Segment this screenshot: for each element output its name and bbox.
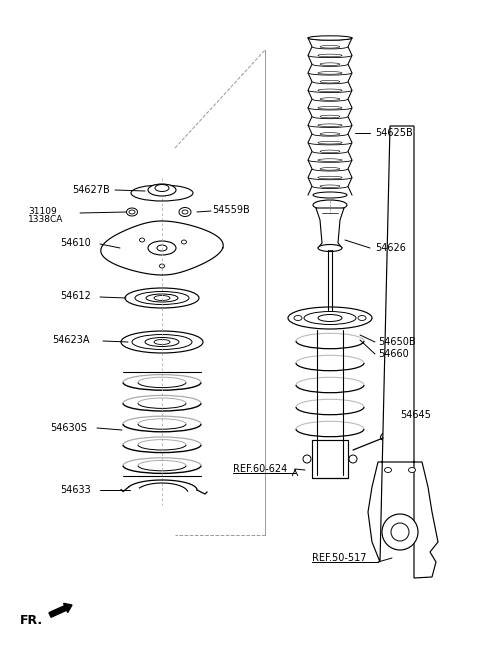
Ellipse shape <box>127 208 137 216</box>
Text: 54559B: 54559B <box>212 205 250 215</box>
Ellipse shape <box>148 241 176 255</box>
Text: REF.50-517: REF.50-517 <box>312 553 367 563</box>
Ellipse shape <box>288 307 372 329</box>
Ellipse shape <box>135 291 189 304</box>
Ellipse shape <box>382 514 418 550</box>
Polygon shape <box>316 208 344 248</box>
Ellipse shape <box>145 337 179 346</box>
Ellipse shape <box>308 36 352 40</box>
Ellipse shape <box>125 288 199 308</box>
Ellipse shape <box>381 430 397 440</box>
Text: 54627B: 54627B <box>72 185 110 195</box>
Ellipse shape <box>181 240 187 244</box>
Ellipse shape <box>159 264 165 268</box>
Ellipse shape <box>313 200 347 210</box>
Ellipse shape <box>408 468 416 472</box>
Text: 54626: 54626 <box>375 243 406 253</box>
Ellipse shape <box>318 245 342 251</box>
Text: 54650B: 54650B <box>378 337 416 347</box>
Ellipse shape <box>140 238 144 242</box>
Text: FR.: FR. <box>20 613 43 626</box>
Ellipse shape <box>391 523 409 541</box>
Ellipse shape <box>358 316 366 321</box>
Text: 54633: 54633 <box>60 485 91 495</box>
Ellipse shape <box>313 192 347 198</box>
Text: 54645: 54645 <box>400 410 431 420</box>
Text: 54623A: 54623A <box>52 335 89 345</box>
Ellipse shape <box>132 335 192 350</box>
Ellipse shape <box>318 314 342 321</box>
Text: 54612: 54612 <box>60 291 91 301</box>
Text: 54610: 54610 <box>60 238 91 248</box>
FancyBboxPatch shape <box>312 440 348 478</box>
Ellipse shape <box>294 316 302 321</box>
Text: 54630S: 54630S <box>50 423 87 433</box>
Text: 31109: 31109 <box>28 207 57 216</box>
Ellipse shape <box>349 455 357 463</box>
Ellipse shape <box>303 455 311 463</box>
Polygon shape <box>368 126 438 578</box>
FancyArrow shape <box>49 604 72 617</box>
Text: REF.60-624: REF.60-624 <box>233 464 287 474</box>
Text: 1338CA: 1338CA <box>28 216 63 224</box>
Ellipse shape <box>148 184 176 196</box>
Ellipse shape <box>121 331 203 353</box>
Ellipse shape <box>384 468 392 472</box>
Ellipse shape <box>179 207 191 216</box>
Text: 54625B: 54625B <box>375 128 413 138</box>
Ellipse shape <box>304 312 356 325</box>
Text: 54660: 54660 <box>378 349 409 359</box>
Ellipse shape <box>146 294 178 302</box>
